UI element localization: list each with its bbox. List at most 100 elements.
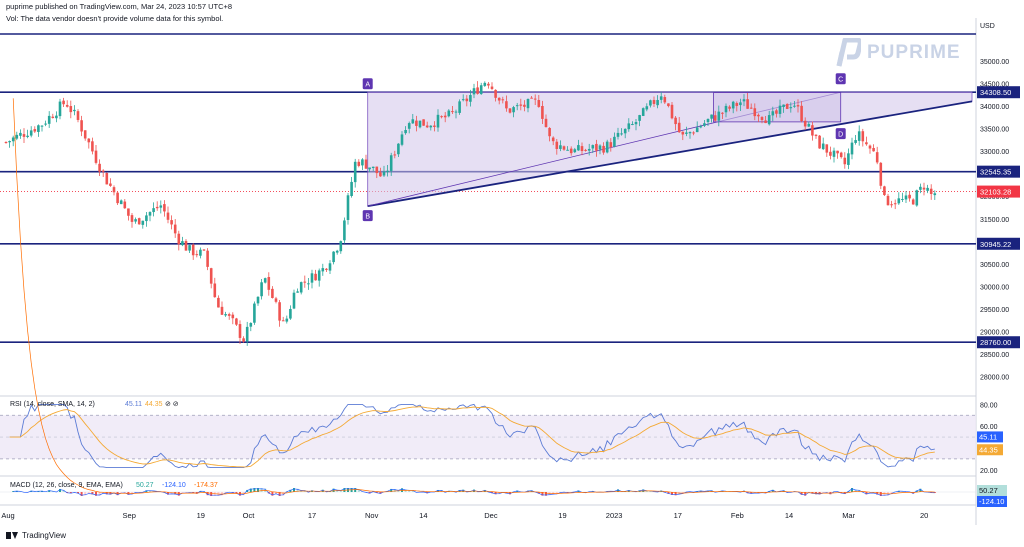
- candle: [569, 146, 573, 156]
- candle: [692, 131, 695, 136]
- pattern-marker-b: B: [362, 210, 373, 222]
- macd-hist-bar: [278, 492, 281, 496]
- candle: [292, 289, 296, 310]
- candle-body: [191, 244, 195, 256]
- candle-body: [785, 103, 789, 109]
- candle: [735, 101, 739, 112]
- candle-body: [508, 108, 512, 113]
- y-tick-label: 28000.00: [980, 374, 1009, 381]
- candle-body: [443, 115, 447, 118]
- candle-body: [634, 122, 638, 125]
- candle-body: [526, 99, 530, 109]
- candle-body: [681, 131, 685, 135]
- level-label: 34308.50: [980, 88, 1011, 97]
- macd-hist-bar: [393, 489, 396, 492]
- candle-body: [631, 124, 634, 126]
- candle: [101, 169, 105, 178]
- candle-body: [904, 195, 908, 200]
- macd-hist-bar: [98, 492, 101, 496]
- candle-body: [69, 106, 73, 113]
- candle: [213, 277, 217, 298]
- x-tick-label: Nov: [365, 511, 379, 520]
- macd-hist-bar: [699, 490, 702, 492]
- candle-body: [105, 173, 109, 185]
- candle-body: [451, 111, 454, 113]
- candle-body: [519, 104, 523, 106]
- x-tick-label: Dec: [484, 511, 498, 520]
- candle-body: [382, 171, 386, 176]
- candle: [217, 295, 220, 308]
- pattern-marker-text: C: [838, 77, 843, 84]
- candle-body: [757, 114, 760, 117]
- candle-body: [278, 302, 281, 321]
- candle-body: [775, 110, 778, 114]
- macd-hist-bar: [577, 490, 580, 492]
- macd-hist-bar: [822, 492, 825, 494]
- candle: [742, 94, 746, 107]
- y-tick-label: 33500.00: [980, 127, 1009, 134]
- candle-body: [530, 97, 533, 99]
- candle-body: [274, 298, 278, 302]
- candle-body: [195, 254, 199, 256]
- macd-hist-bar: [851, 488, 853, 492]
- rsi-value-label: 45.11: [979, 432, 997, 441]
- y-tick-label: 30500.00: [980, 262, 1009, 269]
- candle: [397, 143, 400, 158]
- candle: [861, 128, 865, 147]
- candle: [278, 300, 281, 327]
- pattern-marker-bg: [362, 78, 373, 90]
- candle-body: [292, 292, 296, 309]
- candle: [479, 82, 483, 95]
- candle: [811, 121, 814, 141]
- candle: [800, 101, 803, 123]
- candle-body: [425, 125, 429, 128]
- candle: [933, 190, 937, 200]
- candle: [33, 126, 37, 133]
- candle: [713, 110, 717, 122]
- candle-body: [343, 220, 346, 241]
- last-price-bg: [977, 185, 1020, 198]
- candle-body: [386, 170, 389, 173]
- candle: [908, 191, 911, 202]
- candle: [325, 268, 328, 272]
- candle: [62, 97, 65, 108]
- pattern-marker-bg: [835, 128, 846, 140]
- macd-hist-bar: [235, 492, 238, 494]
- candle-body: [440, 116, 443, 118]
- macd-hist-bar: [332, 488, 335, 492]
- candle-body: [595, 143, 598, 151]
- x-tick-label: 20: [920, 511, 928, 520]
- candle-body: [731, 101, 735, 109]
- tradingview-logo[interactable]: TradingView: [6, 531, 66, 540]
- candle-body: [202, 249, 206, 251]
- candle-body: [285, 318, 289, 322]
- candle-body: [368, 167, 371, 170]
- candle-body: [807, 123, 811, 127]
- x-tick-label: 14: [785, 511, 793, 520]
- candle-body: [112, 187, 116, 193]
- candle-body: [299, 282, 303, 293]
- macd-hist-bar: [494, 492, 497, 495]
- candle-body: [584, 149, 587, 151]
- candle: [469, 89, 472, 107]
- candle: [623, 128, 627, 139]
- candle: [281, 316, 285, 322]
- candle: [685, 126, 688, 137]
- candle-body: [713, 115, 717, 121]
- candle-body: [249, 323, 253, 327]
- candle-body: [839, 152, 843, 158]
- macd-hist-bar: [174, 492, 177, 495]
- candle: [343, 217, 346, 244]
- candle-body: [418, 120, 422, 128]
- y-tick-label: 29500.00: [980, 307, 1009, 314]
- candle: [897, 192, 901, 205]
- candle: [551, 136, 555, 146]
- candle-body: [868, 145, 872, 149]
- candle-body: [919, 186, 922, 190]
- candle: [645, 103, 649, 112]
- candle: [368, 167, 371, 173]
- candle: [163, 200, 166, 217]
- candle-body: [55, 115, 58, 119]
- candle: [868, 144, 872, 154]
